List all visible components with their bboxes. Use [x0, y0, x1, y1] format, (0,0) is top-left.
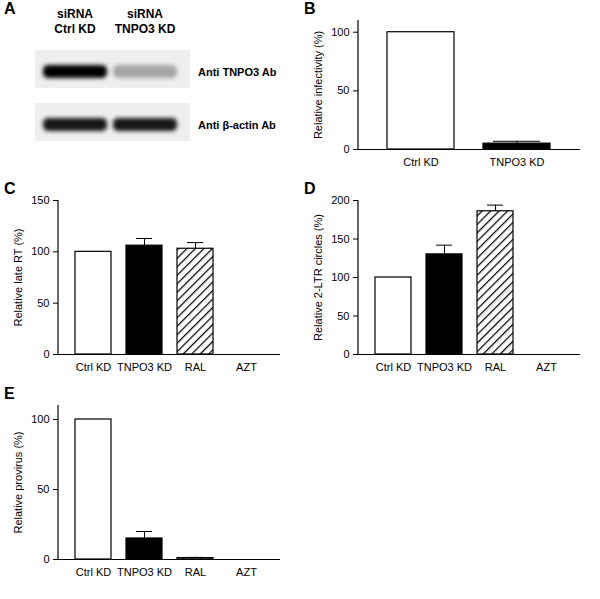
- html-text:A: A: [4, 0, 16, 17]
- svg-text:Relative infectivity (%): Relative infectivity (%): [312, 31, 324, 139]
- svg-text:Relative 2-LTR circles (%): Relative 2-LTR circles (%): [312, 214, 324, 341]
- svg-text:0: 0: [343, 143, 349, 155]
- svg-text:0: 0: [43, 553, 49, 565]
- svg-text:TNPO3 KD: TNPO3 KD: [117, 566, 172, 578]
- html-text:D: D: [304, 180, 316, 197]
- svg-text:RAL: RAL: [485, 361, 506, 373]
- svg-text:150: 150: [331, 233, 349, 245]
- svg-text:RAL: RAL: [185, 566, 206, 578]
- svg-text:100: 100: [331, 271, 349, 283]
- html-text:B: B: [304, 0, 316, 17]
- svg-text:100: 100: [31, 413, 49, 425]
- svg-text:150: 150: [31, 194, 49, 206]
- svg-text:100: 100: [31, 245, 49, 257]
- html-text:C: C: [4, 180, 16, 197]
- svg-text:Anti β-actin Ab: Anti β-actin Ab: [198, 119, 276, 131]
- svg-text:Relative provirus (%): Relative provirus (%): [12, 431, 24, 533]
- svg-text:200: 200: [331, 194, 349, 206]
- svg-text:TNPO3 KD: TNPO3 KD: [489, 156, 544, 168]
- svg-text:50: 50: [337, 84, 349, 96]
- svg-text:AZT: AZT: [236, 361, 257, 373]
- svg-text:50: 50: [37, 297, 49, 309]
- svg-text:siRNA: siRNA: [57, 7, 93, 21]
- svg-text:siRNA: siRNA: [127, 7, 163, 21]
- svg-text:50: 50: [37, 483, 49, 495]
- svg-text:TNPO3 KD: TNPO3 KD: [115, 22, 176, 36]
- svg-text:Ctrl KD: Ctrl KD: [76, 566, 112, 578]
- svg-text:Ctrl KD: Ctrl KD: [54, 22, 96, 36]
- svg-text:Relative late RT (%): Relative late RT (%): [12, 228, 24, 326]
- svg-text:50: 50: [337, 310, 349, 322]
- svg-text:TNPO3 KD: TNPO3 KD: [417, 361, 472, 373]
- svg-text:0: 0: [343, 348, 349, 360]
- svg-text:Ctrl KD: Ctrl KD: [76, 361, 112, 373]
- svg-text:Ctrl KD: Ctrl KD: [376, 361, 412, 373]
- svg-text:100: 100: [331, 26, 349, 38]
- html-text:E: E: [4, 385, 15, 402]
- svg-text:AZT: AZT: [536, 361, 557, 373]
- svg-text:Ctrl KD: Ctrl KD: [403, 156, 439, 168]
- svg-text:TNPO3 KD: TNPO3 KD: [117, 361, 172, 373]
- svg-text:AZT: AZT: [236, 566, 257, 578]
- svg-text:0: 0: [43, 348, 49, 360]
- svg-text:RAL: RAL: [185, 361, 206, 373]
- svg-text:Anti TNPO3 Ab: Anti TNPO3 Ab: [198, 66, 277, 78]
